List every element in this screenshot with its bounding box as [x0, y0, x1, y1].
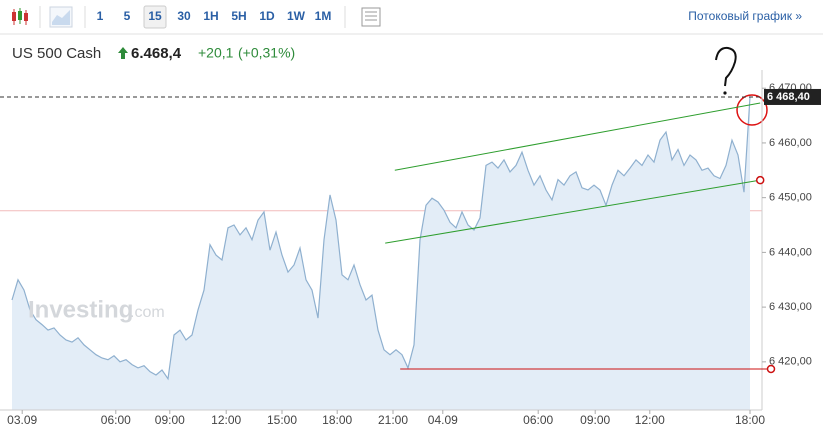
- trendline-handle: [766, 364, 776, 374]
- x-tick-label: 15:00: [267, 413, 297, 427]
- trendline-handle: [755, 175, 765, 185]
- trendline: [394, 102, 761, 171]
- price-tag-label: 6 468,40: [767, 91, 810, 103]
- plot: [0, 96, 762, 410]
- y-tick-label: 6 440,00: [769, 246, 812, 258]
- x-tick-label: 06:00: [523, 413, 553, 427]
- interval-button[interactable]: 1W: [287, 9, 306, 23]
- table-icon[interactable]: [361, 7, 381, 27]
- change-percent: (+0,31%): [238, 45, 295, 61]
- watermark-brand: Investing: [28, 296, 133, 323]
- price-line: [11, 96, 751, 381]
- x-tick-label: 21:00: [378, 413, 408, 427]
- y-tick-label: 6 460,00: [769, 137, 812, 149]
- price: 6.468,4: [131, 45, 182, 62]
- y-tick-label: 6 420,00: [769, 356, 812, 368]
- interval-button[interactable]: 1H: [203, 9, 218, 23]
- x-tick-label: 18:00: [322, 413, 352, 427]
- interval-button[interactable]: 5H: [231, 9, 246, 23]
- interval-button[interactable]: 1: [97, 9, 104, 23]
- area-icon[interactable]: [49, 6, 73, 28]
- instrument-name: US 500 Cash: [12, 45, 101, 62]
- x-tick-label: 06:00: [101, 413, 131, 427]
- x-tick-label: 09:00: [155, 413, 185, 427]
- x-tick-label: 12:00: [211, 413, 241, 427]
- watermark-suffix: .com: [130, 304, 165, 321]
- x-tick-label: 09:00: [580, 413, 610, 427]
- y-tick-label: 6 450,00: [769, 192, 812, 204]
- question-mark-drawing: [715, 46, 737, 87]
- y-tick-label: 6 430,00: [769, 301, 812, 313]
- x-tick-label: 18:00: [735, 413, 765, 427]
- area-fill: [12, 97, 750, 410]
- x-tick-label: 12:00: [635, 413, 665, 427]
- x-tick-label: 03.09: [7, 413, 37, 427]
- question-dot: [723, 91, 727, 95]
- highlight-circle: [736, 94, 768, 126]
- change: +20,1: [198, 45, 234, 61]
- interval-button[interactable]: 1M: [315, 9, 332, 23]
- up-arrow: [118, 47, 128, 59]
- interval-button[interactable]: 1D: [259, 9, 275, 23]
- interval-button[interactable]: 5: [124, 9, 131, 23]
- streaming-link[interactable]: Потоковый график »: [688, 9, 802, 23]
- price-tag-box: [764, 88, 821, 105]
- selected-interval-box: [143, 5, 167, 29]
- candle-icon[interactable]: [12, 8, 28, 25]
- x-tick-label: 04.09: [428, 413, 458, 427]
- interval-button[interactable]: 15: [148, 9, 162, 23]
- interval-button[interactable]: 30: [177, 9, 191, 23]
- trendline: [385, 179, 761, 244]
